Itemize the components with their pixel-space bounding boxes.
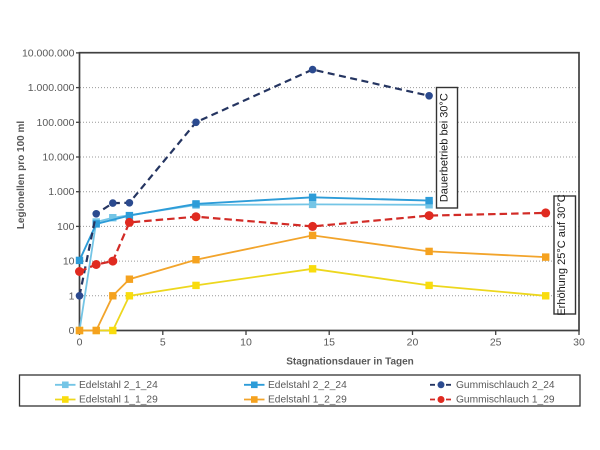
svg-text:25: 25 <box>490 337 502 349</box>
svg-text:Gummischlauch 2_24: Gummischlauch 2_24 <box>456 380 555 391</box>
svg-text:Gummischlauch 1_29: Gummischlauch 1_29 <box>456 395 555 406</box>
svg-text:15: 15 <box>323 337 335 349</box>
svg-text:10: 10 <box>240 337 252 349</box>
svg-text:1: 1 <box>69 290 75 302</box>
svg-text:1.000: 1.000 <box>48 186 74 198</box>
svg-text:Edelstahl 2_2_24: Edelstahl 2_2_24 <box>268 380 347 391</box>
svg-text:5: 5 <box>160 337 166 349</box>
svg-text:0: 0 <box>69 325 75 337</box>
svg-text:10: 10 <box>63 256 75 268</box>
svg-text:Edelstahl 1_1_29: Edelstahl 1_1_29 <box>79 395 158 406</box>
svg-text:Edelstahl 1_2_29: Edelstahl 1_2_29 <box>268 395 347 406</box>
svg-text:Legionellen pro 100 ml: Legionellen pro 100 ml <box>16 121 27 230</box>
svg-text:Dauerbetrieb bei 30°C: Dauerbetrieb bei 30°C <box>439 93 451 202</box>
svg-text:100: 100 <box>57 221 75 233</box>
svg-text:Edelstahl 2_1_24: Edelstahl 2_1_24 <box>79 380 158 391</box>
svg-text:30: 30 <box>573 337 585 349</box>
svg-text:100.000: 100.000 <box>37 117 75 129</box>
svg-text:10.000: 10.000 <box>42 152 74 164</box>
svg-text:10.000.000: 10.000.000 <box>22 47 75 59</box>
svg-text:1.000.000: 1.000.000 <box>28 82 75 94</box>
svg-text:Erhöhung 25°C auf 30°C: Erhöhung 25°C auf 30°C <box>556 194 568 315</box>
svg-text:0: 0 <box>77 337 83 349</box>
svg-text:Stagnationsdauer in Tagen: Stagnationsdauer in Tagen <box>286 357 414 368</box>
svg-text:20: 20 <box>407 337 419 349</box>
